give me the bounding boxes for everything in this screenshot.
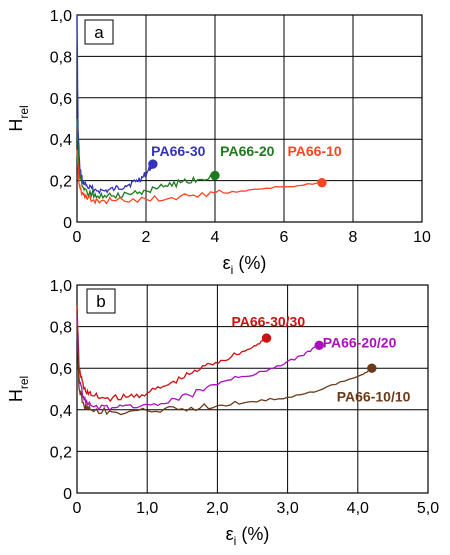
series-label: PA66-30 — [151, 143, 205, 159]
series-end-marker — [314, 340, 324, 351]
panel-label-box — [84, 19, 114, 45]
y-axis-title-sub: rel — [17, 105, 31, 118]
series-label: PA66-10 — [287, 143, 341, 159]
series-end-marker — [261, 333, 272, 343]
y-tick-label: 0,8 — [50, 49, 72, 66]
series-end-marker — [317, 177, 327, 188]
y-tick-label: 0,2 — [50, 444, 72, 461]
x-tick-label: 2 — [142, 229, 151, 246]
y-axis-title: Hrel — [6, 105, 31, 131]
chart-panel-a: 0 2 4 6 8 10 0 0,2 0,4 0,6 0,8 1,0 Hrel εi (%) a PA66-3… — [6, 8, 431, 277]
y-axis-title-main: H — [6, 389, 26, 402]
y-axis-title-sub: rel — [17, 376, 31, 389]
series-label: PA66-20 — [220, 143, 274, 159]
series-line — [76, 149, 322, 206]
y-tick-label: 0,2 — [50, 174, 72, 191]
x-axis-title-main: ε — [223, 253, 231, 273]
x-tick-label: 4,0 — [347, 500, 369, 517]
y-axis-title-main: H — [6, 119, 26, 132]
series-label: PA66-20/20 — [323, 334, 397, 350]
series-label: PA66-10/10 — [337, 388, 411, 404]
y-tick-label: 0 — [63, 486, 72, 503]
x-tick-label: 8 — [349, 229, 358, 246]
plot-area — [77, 15, 422, 222]
x-tick-label: 0 — [73, 500, 82, 517]
panel-label: a — [94, 23, 104, 42]
x-axis-title-main: ε — [226, 524, 234, 544]
x-axis-title-unit: (%) — [236, 524, 269, 544]
y-tick-label: 0,8 — [50, 320, 72, 337]
panel-label-box — [86, 288, 116, 314]
series-end-marker — [210, 170, 220, 181]
x-tick-label: 1,0 — [136, 500, 158, 517]
x-tick-label: 3,0 — [276, 500, 298, 517]
chart-panel-b: 0 1,0 2,0 3,0 4,0 5,0 0 0,2 0,4 0,6 0,8 1,0 Hrel εi (… — [6, 278, 439, 548]
y-tick-label: 1,0 — [50, 8, 72, 25]
series-end-marker — [148, 159, 158, 169]
x-axis-title-sub: i — [234, 534, 237, 548]
x-tick-label: 0 — [73, 229, 82, 246]
x-tick-label: 2,0 — [206, 500, 228, 517]
series-label: PA66-30/30 — [231, 314, 305, 330]
y-tick-label: 0 — [63, 215, 72, 232]
series-line — [76, 305, 267, 403]
y-axis-title: Hrel — [6, 376, 31, 402]
x-tick-label: 4 — [211, 229, 220, 246]
y-tick-label: 0,4 — [50, 403, 72, 420]
y-tick-label: 0,6 — [50, 91, 72, 108]
series-end-marker — [367, 363, 377, 373]
x-axis-title: εi (%) — [226, 524, 270, 548]
plot-area — [77, 285, 428, 493]
series-line — [76, 14, 154, 195]
x-axis-title-sub: i — [231, 263, 234, 277]
x-axis-title: εi (%) — [223, 253, 267, 277]
x-tick-label: 5,0 — [417, 500, 439, 517]
series-line — [76, 316, 320, 412]
y-tick-label: 0,4 — [50, 132, 72, 149]
y-tick-label: 0,6 — [50, 361, 72, 378]
x-tick-label: 6 — [280, 229, 289, 246]
x-tick-label: 10 — [413, 229, 431, 246]
series-line — [76, 326, 373, 416]
x-axis-title-unit: (%) — [233, 253, 266, 273]
y-tick-label: 1,0 — [50, 278, 72, 295]
panel-label: b — [96, 292, 105, 311]
plot-frame — [76, 284, 429, 494]
